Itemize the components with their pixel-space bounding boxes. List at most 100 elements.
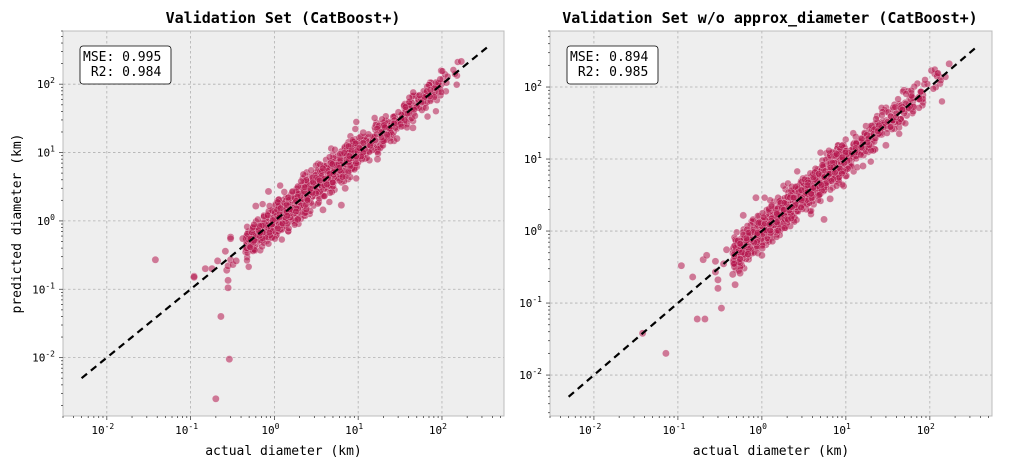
data-point: [292, 207, 300, 216]
data-point: [151, 255, 160, 264]
stats-box: [566, 45, 659, 85]
data-point: [251, 202, 260, 210]
data-point: [449, 66, 457, 74]
data-point: [938, 97, 946, 106]
data-point: [787, 214, 795, 222]
data-point: [224, 276, 232, 285]
data-point: [409, 88, 417, 96]
x-tick-label: 100: [749, 422, 767, 437]
data-point: [894, 95, 902, 103]
data-point: [886, 123, 895, 131]
data-point: [758, 251, 766, 260]
stats-annotation: MSE: 0.894 R2: 0.985: [566, 45, 659, 85]
data-point: [278, 235, 286, 244]
data-point: [426, 86, 434, 94]
data-point: [259, 200, 267, 208]
y-axis: 10-2 10-1 100 101 102: [519, 30, 550, 414]
data-point: [907, 86, 915, 95]
data-point: [825, 147, 833, 155]
grid: [550, 31, 992, 416]
data-point: [744, 250, 752, 258]
data-point: [761, 194, 769, 202]
data-point: [773, 218, 781, 226]
x-tick-label: 102: [429, 422, 447, 437]
data-point: [331, 146, 339, 154]
identity-line: [567, 47, 977, 398]
y-tick-label: 10-1: [32, 281, 55, 296]
data-point: [250, 220, 258, 229]
r2-value: R2: 0.985: [570, 65, 648, 80]
data-point: [341, 184, 350, 193]
data-point: [742, 234, 751, 242]
data-point: [423, 112, 432, 121]
data-point: [917, 88, 925, 96]
data-point: [838, 141, 846, 150]
data-point: [774, 227, 782, 235]
stats-annotation: MSE: 0.995 R2: 0.984: [79, 45, 172, 85]
data-point: [245, 263, 253, 271]
data-point: [352, 118, 360, 126]
data-point: [309, 178, 317, 186]
data-point: [226, 234, 235, 243]
plot-frame: [549, 30, 993, 417]
chart-panel-left: 10-2 10-1 100 101 102 10-2 10-1 100 101 102 MSE: 0…: [10, 9, 505, 459]
data-point: [728, 270, 737, 279]
data-point: [702, 251, 711, 260]
y-tick-label: 10-2: [32, 350, 55, 365]
chart-panel-right: 10-2 10-1 100 101 102 10-2 10-1 100 101 102 MSE: 0…: [519, 9, 993, 459]
data-point: [278, 219, 287, 227]
x-tick-label: 10-2: [91, 422, 114, 437]
data-point: [453, 81, 461, 89]
data-point: [415, 91, 424, 99]
data-point: [306, 185, 315, 193]
data-point: [352, 174, 360, 183]
y-tick-label: 101: [524, 151, 542, 166]
data-point: [303, 196, 311, 204]
data-point: [280, 188, 288, 196]
data-point: [405, 94, 413, 102]
data-point: [711, 257, 720, 266]
data-point: [693, 315, 702, 323]
data-point: [662, 349, 670, 358]
data-point: [326, 189, 334, 197]
data-point: [297, 177, 305, 185]
data-point: [263, 211, 272, 219]
identity-line: [80, 46, 489, 380]
data-point: [225, 355, 234, 363]
data-point: [274, 198, 282, 206]
chart-title: Validation Set (CatBoost+): [166, 9, 401, 27]
data-point: [422, 104, 430, 112]
data-point: [816, 149, 825, 157]
x-tick-label: 100: [261, 422, 279, 437]
data-point: [780, 206, 788, 214]
data-point: [817, 181, 826, 189]
data-point: [224, 284, 232, 292]
data-point: [283, 212, 291, 220]
data-point: [688, 273, 697, 281]
data-point: [701, 315, 709, 323]
data-point: [767, 202, 776, 210]
data-point: [797, 186, 805, 194]
data-point: [344, 167, 353, 176]
data-point: [789, 194, 797, 202]
data-point: [760, 213, 768, 221]
data-point: [739, 211, 748, 220]
data-point: [397, 122, 406, 131]
data-point: [753, 229, 762, 237]
y-tick-label: 102: [524, 79, 542, 94]
data-point: [838, 181, 847, 189]
data-point: [319, 164, 327, 172]
data-point: [212, 394, 220, 403]
data-point: [221, 247, 230, 256]
data-point: [432, 107, 440, 115]
data-point: [307, 166, 315, 174]
plot-frame: [62, 30, 505, 417]
data-point: [793, 167, 801, 175]
data-point: [246, 243, 254, 251]
x-axis: 10-2 10-1 100 101 102: [549, 416, 989, 437]
data-point: [809, 173, 818, 181]
data-point: [902, 90, 910, 98]
data-point: [934, 69, 942, 77]
data-point: [337, 201, 346, 209]
